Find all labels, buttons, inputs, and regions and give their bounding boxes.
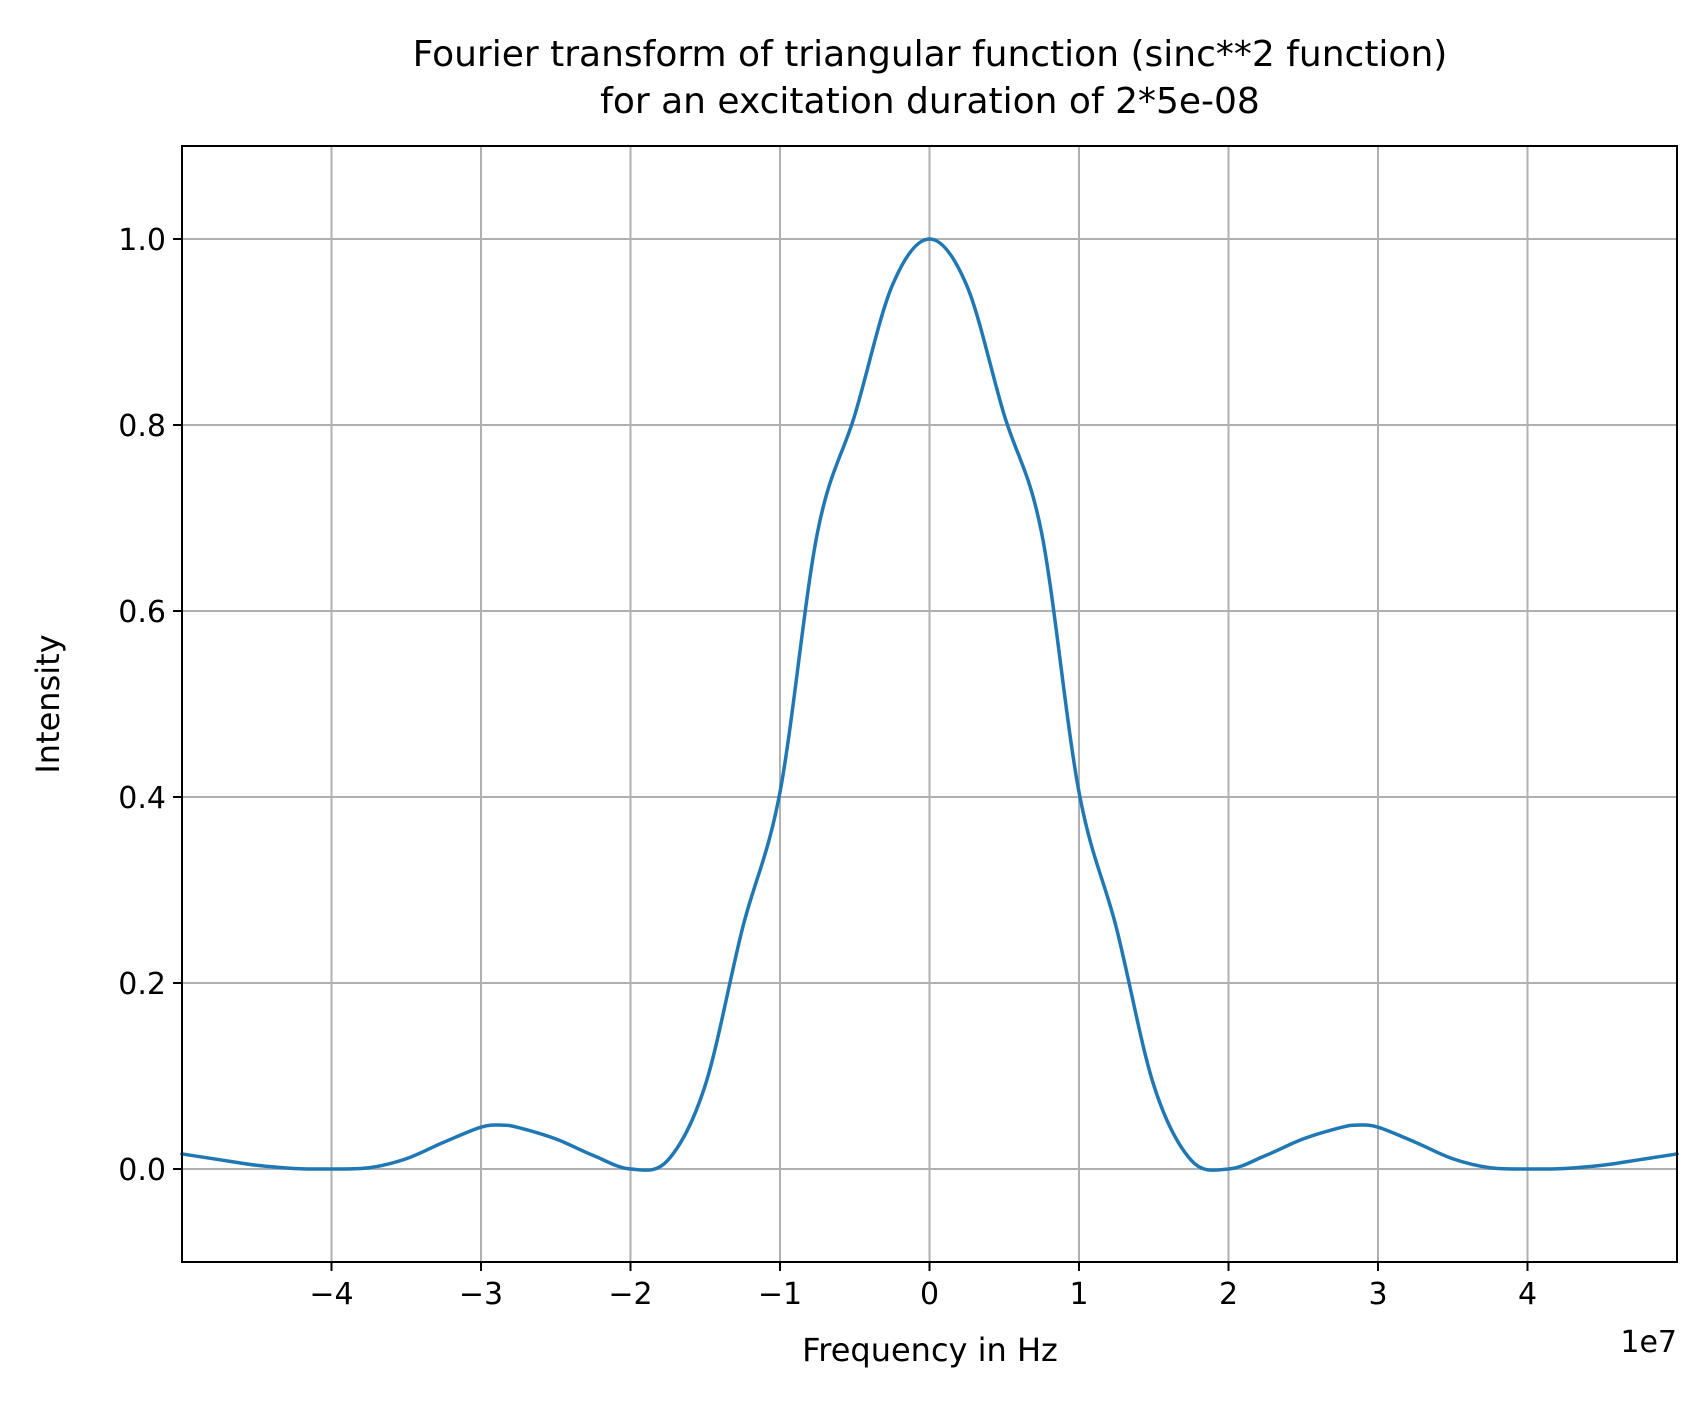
x-tick-label: −1 [758, 1277, 802, 1312]
x-tick-label: −4 [309, 1277, 353, 1312]
y-axis: 0.0 0.2 0.4 0.6 0.8 1.0 [118, 223, 182, 1188]
y-tick-label: 0.2 [118, 967, 166, 1002]
x-tick-label: 0 [920, 1277, 939, 1312]
x-axis-offset-label: 1e7 [1620, 1325, 1677, 1360]
grid [182, 146, 1677, 1262]
series-line [180, 237, 1679, 1172]
y-axis-label: Intensity [29, 634, 67, 773]
y-tick-label: 0.8 [118, 409, 166, 444]
x-tick-label: 4 [1518, 1277, 1537, 1312]
y-tick-label: 0.0 [118, 1153, 166, 1188]
plot-area [180, 145, 1679, 1263]
y-tick-label: 1.0 [118, 223, 166, 258]
x-tick-label: 3 [1368, 1277, 1387, 1312]
x-axis-label: Frequency in Hz [802, 1331, 1058, 1369]
x-tick-label: −3 [459, 1277, 503, 1312]
x-tick-label: 1 [1069, 1277, 1088, 1312]
y-tick-label: 0.6 [118, 595, 166, 630]
y-tick-label: 0.4 [118, 781, 166, 816]
x-tick-label: 2 [1219, 1277, 1238, 1312]
chart-title: Fourier transform of triangular function… [413, 34, 1448, 75]
x-axis: −4 −3 −2 −1 0 1 2 3 4 [309, 1262, 1537, 1312]
series-layer [180, 237, 1679, 1172]
chart-subtitle: for an excitation duration of 2*5e-08 [600, 81, 1260, 122]
x-tick-label: −2 [608, 1277, 652, 1312]
